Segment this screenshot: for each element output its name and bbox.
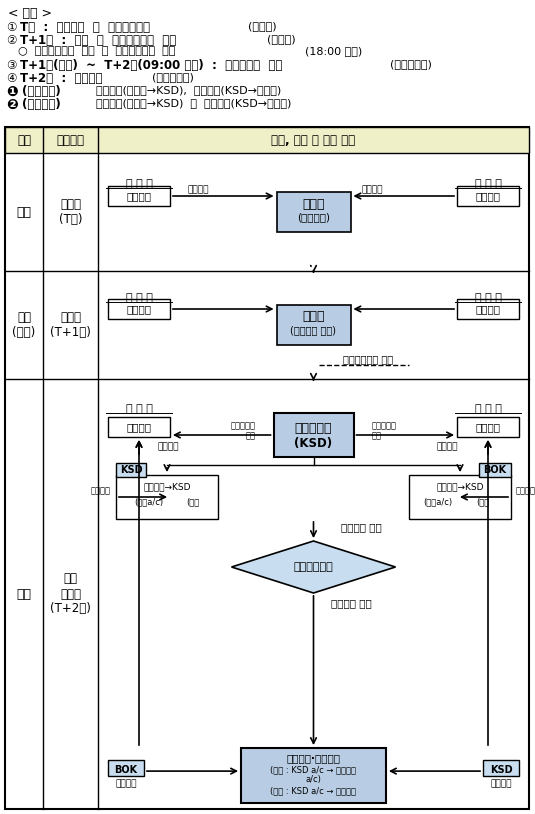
- Text: T일  :  매매체결  및  매매거래확인: T일 : 매매체결 및 매매거래확인: [20, 21, 150, 34]
- Text: 구분: 구분: [17, 133, 31, 147]
- Text: 결제요건확인: 결제요건확인: [294, 562, 333, 572]
- Bar: [409, 475, 511, 519]
- Text: 증권인도: 증권인도: [490, 779, 512, 788]
- Polygon shape: [232, 541, 395, 593]
- Text: 결제명세서
통보: 결제명세서 통보: [231, 422, 256, 440]
- Text: (예탁결제원): (예탁결제원): [390, 59, 432, 69]
- Text: 증권인도(매도자→KSD),  증권수령(KSD→매수자): 증권인도(매도자→KSD), 증권수령(KSD→매수자): [96, 85, 281, 95]
- Text: (대금결제): (대금결제): [22, 98, 61, 111]
- Text: 거래소: 거래소: [302, 310, 325, 323]
- Bar: [5, 127, 529, 153]
- Text: 운영주체: 운영주체: [57, 133, 85, 147]
- Text: 매수회원→KSD: 매수회원→KSD: [436, 483, 484, 492]
- Text: 증권회사: 증권회사: [476, 422, 501, 432]
- Text: 매도주문: 매도주문: [187, 186, 209, 195]
- Bar: [479, 463, 511, 477]
- Text: T+2일  :  결제처리: T+2일 : 결제처리: [20, 72, 103, 85]
- Bar: [108, 759, 144, 776]
- Text: (매매체결): (매매체결): [297, 212, 330, 222]
- Text: (KSD): (KSD): [294, 437, 333, 450]
- Text: 결제명세서
통보: 결제명세서 통보: [371, 422, 396, 440]
- Text: (대금: (대금: [476, 497, 489, 505]
- Text: 거래소
(T일): 거래소 (T일): [59, 198, 82, 226]
- Text: 증권회사: 증권회사: [476, 304, 501, 314]
- Text: 대금납부(매수자→KSD)  및  대금지급(KSD→매도자): 대금납부(매수자→KSD) 및 대금지급(KSD→매도자): [96, 98, 292, 108]
- Bar: [457, 417, 519, 437]
- Bar: [116, 475, 218, 519]
- Text: < 국내 >: < 국내 >: [8, 7, 52, 20]
- Text: ❷: ❷: [6, 98, 18, 112]
- Text: 매매: 매매: [17, 205, 32, 218]
- Text: 결제청구 간주: 결제청구 간주: [331, 598, 372, 608]
- Text: 증권회사: 증권회사: [126, 422, 151, 432]
- Text: 증권회사: 증권회사: [126, 191, 151, 201]
- Bar: [457, 186, 519, 206]
- Text: KSD: KSD: [490, 765, 513, 775]
- Text: 결제대상명세 통보: 결제대상명세 통보: [343, 354, 394, 364]
- Text: 증권회사: 증권회사: [476, 191, 501, 201]
- Text: ○  결제대상명세  작성  후  예탁결제원에  통보: ○ 결제대상명세 작성 후 예탁결제원에 통보: [18, 46, 175, 56]
- Bar: [5, 127, 529, 809]
- Text: 매 수 자: 매 수 자: [475, 404, 501, 414]
- Bar: [457, 299, 519, 319]
- Text: (증권a/c): (증권a/c): [134, 497, 163, 505]
- Text: (거래소): (거래소): [267, 34, 296, 44]
- Text: (18:00 이후): (18:00 이후): [305, 46, 362, 56]
- Text: (거래소): (거래소): [248, 21, 277, 31]
- Text: (증권결제): (증권결제): [22, 85, 61, 98]
- Bar: [483, 759, 519, 776]
- Text: 매매, 청산 및 결제 흐름: 매매, 청산 및 결제 흐름: [271, 133, 356, 147]
- Text: 대금납부: 대금납부: [437, 443, 458, 452]
- Text: 증권납부: 증권납부: [157, 443, 179, 452]
- Text: 매도회원→KSD: 매도회원→KSD: [143, 483, 191, 492]
- Text: 증권인도·대금지급: 증권인도·대금지급: [287, 753, 340, 763]
- Text: 매수주문: 매수주문: [362, 186, 383, 195]
- Text: 대금납부 확인: 대금납부 확인: [341, 522, 382, 532]
- Bar: [241, 748, 386, 803]
- Text: 거래소
(T+1일): 거래소 (T+1일): [50, 311, 91, 339]
- Text: 매 도 자: 매 도 자: [126, 293, 152, 303]
- Text: (증권: (증권: [186, 497, 199, 505]
- Text: 대금납부: 대금납부: [516, 487, 535, 496]
- Text: ②: ②: [6, 34, 17, 47]
- Text: 매 수 자: 매 수 자: [475, 293, 501, 303]
- Text: 매 수 자: 매 수 자: [475, 179, 501, 189]
- Text: ❶: ❶: [6, 85, 18, 99]
- Text: 거래소: 거래소: [302, 198, 325, 211]
- Text: 매 도 자: 매 도 자: [126, 404, 152, 414]
- Bar: [108, 299, 170, 319]
- Text: KSD: KSD: [120, 465, 142, 475]
- Text: 증권납부: 증권납부: [91, 487, 111, 496]
- Text: 예탁결제원: 예탁결제원: [295, 422, 332, 435]
- Text: ④: ④: [6, 72, 17, 85]
- Text: (예탁결제원): (예탁결제원): [152, 72, 194, 82]
- Bar: [116, 463, 146, 477]
- Text: BOK: BOK: [484, 465, 507, 475]
- Text: BOK: BOK: [114, 765, 137, 775]
- Text: (증권 : KSD a/c → 매수회원: (증권 : KSD a/c → 매수회원: [271, 765, 356, 774]
- Bar: [277, 305, 350, 345]
- Bar: [108, 417, 170, 437]
- Bar: [277, 192, 350, 232]
- Text: 결제: 결제: [17, 588, 32, 601]
- Text: 예탁
결제원
(T+2일): 예탁 결제원 (T+2일): [50, 572, 91, 615]
- Text: a/c): a/c): [305, 776, 322, 785]
- Text: T+1일  :  차감  후  결제대상명세  작성: T+1일 : 차감 후 결제대상명세 작성: [20, 34, 176, 47]
- Bar: [108, 186, 170, 206]
- Bar: [273, 413, 354, 457]
- Text: (대금a/c): (대금a/c): [423, 497, 452, 505]
- Text: 대금지급: 대금지급: [115, 779, 137, 788]
- Text: (마매거래 차감): (마매거래 차감): [291, 325, 337, 335]
- Text: 증권회사: 증권회사: [126, 304, 151, 314]
- Text: T+1일(야간)  ~  T+2일(09:00 이전)  :  결제명세서  통보: T+1일(야간) ~ T+2일(09:00 이전) : 결제명세서 통보: [20, 59, 282, 72]
- Text: 매 도 자: 매 도 자: [126, 179, 152, 189]
- Text: (대금 : KSD a/c → 매도회원: (대금 : KSD a/c → 매도회원: [271, 786, 356, 795]
- Text: ③: ③: [6, 59, 17, 72]
- Text: ①: ①: [6, 21, 17, 34]
- Text: 청산
(차감): 청산 (차감): [12, 311, 36, 339]
